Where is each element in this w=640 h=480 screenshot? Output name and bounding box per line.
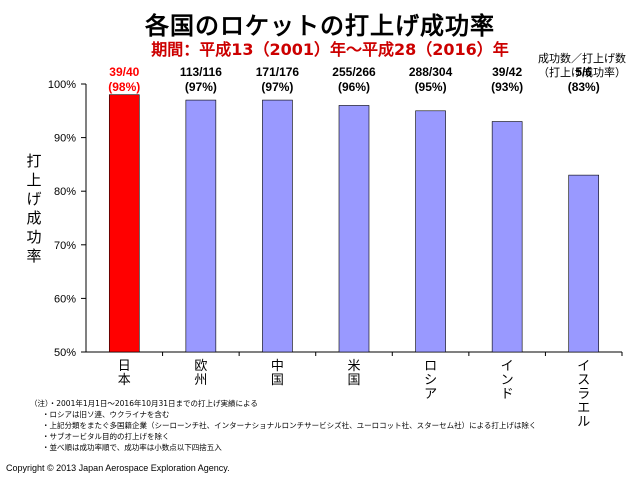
y-tick-label: 90% [54,133,76,145]
bar-インド [491,121,523,353]
legend-note: 成功数／打上げ数 （打上げ成功率） [524,52,640,80]
footnote-item: ・ロシアは旧ソ連、ウクライナを含む [42,410,170,419]
bar-米国 [338,105,370,353]
x-tick-label-char: シ [424,373,437,388]
x-tick-label-char: ア [424,387,437,402]
chart-title: 各国のロケットの打上げ成功率 [145,12,495,40]
data-label-rate: (93%) [491,80,523,94]
x-tick-label-char: 欧 [194,359,207,374]
x-tick-label-char: ド [501,387,514,402]
legend-note-line-1: 成功数／打上げ数 [538,52,626,65]
x-tick-label-char: ル [577,415,590,430]
x-tick-label-char: イ [577,359,590,374]
x-tick-label-char: イ [501,359,514,374]
y-tick-label: 60% [54,293,76,305]
y-axis-label-char: げ [26,190,42,208]
x-tick-label-char: 米 [347,359,360,374]
y-axis-label-char: 打 [26,152,42,170]
data-label-count: 255/266 [332,65,376,79]
data-label-rate: (95%) [415,80,447,94]
x-tick-label-char: ス [577,373,590,388]
footnote-item: ・上記分類をまたぐ多国籍企業（シーローンチ社、インターナショナルロンチサービシズ… [42,421,537,430]
data-label-count: 288/304 [409,65,453,79]
data-label-count: 39/42 [492,65,522,79]
y-tick-label: 70% [54,240,76,252]
y-tick-label: 100% [48,79,76,91]
y-tick-label: 80% [54,186,76,198]
data-label-rate: (83%) [568,80,600,94]
data-label-rate: (97%) [185,80,217,94]
x-tick-label-char: 本 [118,373,131,388]
x-tick-label-char: 中 [271,359,284,374]
data-label-rate: (97%) [261,80,293,94]
y-axis-label: 打上げ成功率 [24,152,44,266]
x-tick-label-char: 国 [347,373,360,388]
data-label-count: 39/40 [109,65,139,79]
x-tick-label-char: 国 [271,373,284,388]
y-axis-label-char: 功 [26,228,42,246]
x-tick-label-char: ロ [424,359,437,374]
bar-イスラエル [568,174,600,353]
footnote-item: ・並べ順は成功率順で、成功率は小数点以下四捨五入 [42,443,222,452]
data-label-rate: (98%) [108,80,140,94]
x-tick-label-char: 州 [194,373,207,388]
x-tick-label-char: 日 [118,359,131,374]
x-tick-label-char: ラ [577,387,590,402]
y-tick-label: 50% [54,347,76,359]
legend-note-line-2: （打上げ成功率） [538,66,626,79]
bar-欧州 [185,99,217,353]
data-label-rate: (96%) [338,80,370,94]
data-label-count: 5/6 [575,65,592,79]
footnote-item: ・サブオービタル目的の打上げを除く [42,432,170,441]
y-axis-label-char: 率 [26,247,42,265]
y-axis-label-char: 上 [26,171,42,189]
footnote-head: （注）・2001年1月1日〜2016年10月31日までの打上げ実績による [30,399,258,408]
bar-日本 [108,94,140,353]
data-label-count: 171/176 [256,65,300,79]
x-tick-label-char: ン [501,373,514,388]
footnotes: （注）・2001年1月1日〜2016年10月31日までの打上げ実績による ・ロシ… [30,398,630,453]
y-axis-label-char: 成 [26,209,42,227]
data-label-count: 113/116 [180,65,222,79]
bar-中国 [262,99,293,353]
chart-subtitle: 期間：平成13（2001）年〜平成28（2016）年 [151,40,509,59]
bar-ロシア [415,110,446,353]
x-tick-label-char: エ [577,401,590,416]
copyright: Copyright © 2013 Japan Aerospace Explora… [6,463,230,473]
